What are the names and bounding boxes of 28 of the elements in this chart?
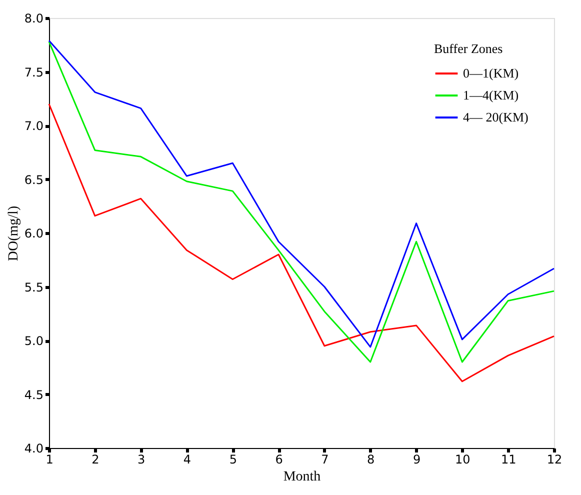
x-tick-label: 4 — [183, 452, 192, 466]
legend-label: 4— 20(KM) — [463, 110, 528, 124]
y-tick-label: 4.5 — [24, 388, 44, 402]
legend-title: Buffer Zones — [434, 41, 503, 56]
legend-label: 0—1(KM) — [463, 66, 519, 80]
y-tick-label: 6.5 — [24, 172, 44, 187]
y-tick-label: 5.0 — [24, 334, 44, 348]
x-axis-title: Month — [283, 470, 321, 484]
y-tick-label: 6.0 — [24, 226, 44, 240]
x-tick-label: 1 — [46, 452, 54, 466]
line-series — [48, 103, 555, 382]
y-tick-label: 7.5 — [24, 65, 44, 80]
x-tick-label: 3 — [138, 452, 146, 466]
legend-label: 1—4(KM) — [463, 88, 519, 102]
x-tick-label: 7 — [321, 452, 329, 466]
x-tick-label: 12 — [546, 452, 562, 466]
y-tick-label: 8.0 — [24, 12, 44, 26]
x-tick-label: 5 — [229, 452, 237, 466]
x-tick-label: 2 — [92, 452, 100, 466]
y-tick-label: 4.0 — [24, 442, 44, 456]
x-tick-label: 10 — [455, 452, 470, 466]
y-axis-title: DO(mg/l) — [6, 206, 22, 262]
x-tick-label: 6 — [275, 452, 283, 466]
x-tick-label: 11 — [500, 452, 516, 466]
x-tick-label: 9 — [412, 452, 421, 466]
y-tick-label: 7.0 — [24, 119, 44, 133]
y-tick-label: 5.5 — [24, 280, 44, 294]
x-tick-label: 8 — [367, 452, 375, 466]
